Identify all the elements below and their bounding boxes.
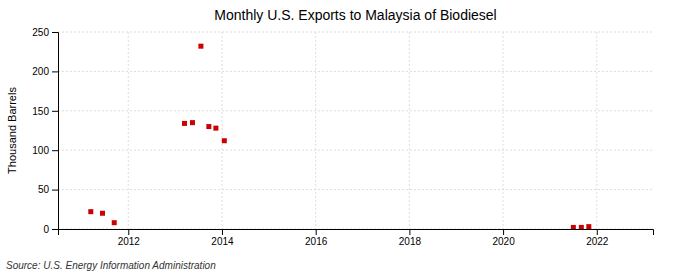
grid-line-y [58, 110, 653, 111]
tick-label: 0 [43, 224, 49, 235]
tick-label: 150 [32, 106, 49, 117]
tick-mark [222, 229, 223, 235]
tick: 2014 [211, 229, 234, 247]
grid-line-y [58, 189, 653, 190]
tick-mark [52, 111, 58, 112]
grid-line-x [503, 32, 504, 229]
point [100, 211, 105, 216]
point [88, 209, 93, 214]
tick: 150 [32, 106, 58, 117]
tick: 200 [32, 66, 58, 77]
tick-mark [52, 229, 58, 230]
tick-label: 2012 [118, 236, 141, 247]
point [222, 138, 227, 143]
grid-line-y [58, 150, 653, 151]
title: Monthly U.S. Exports to Malaysia of Biod… [214, 7, 496, 23]
tick-mark [316, 229, 317, 235]
tick-mark [128, 229, 129, 235]
tick: 250 [32, 27, 58, 38]
point [206, 124, 211, 129]
tick-mark [52, 190, 58, 191]
point [190, 120, 195, 125]
tick-label: 2022 [586, 236, 609, 247]
tick-mark [52, 150, 58, 151]
tick-label: 2014 [211, 236, 234, 247]
grid-line-x [128, 32, 129, 229]
grid-line-y [58, 32, 653, 33]
grid-line-x [596, 32, 597, 229]
tick-label: 2020 [492, 236, 515, 247]
grid-line-x [221, 32, 222, 229]
tick-label: 250 [32, 27, 49, 38]
tick: 2022 [586, 229, 609, 247]
grid-line-x [409, 32, 410, 229]
tick-label: 50 [38, 184, 50, 195]
grid [58, 32, 653, 229]
tick: 0 [43, 224, 58, 235]
tick-mark [597, 229, 598, 235]
source: Source: U.S. Energy Information Administ… [6, 260, 216, 271]
point [182, 121, 187, 126]
tick-mark [52, 32, 58, 33]
point [112, 220, 117, 225]
tick: 2020 [492, 229, 515, 247]
tick-label: 2016 [305, 236, 328, 247]
axis-line [59, 230, 654, 236]
tick-label: 200 [32, 66, 49, 77]
y-axis-label: Thousand Barrels [6, 87, 18, 174]
points [88, 44, 591, 229]
point [213, 126, 218, 131]
tick: 50 [38, 184, 58, 195]
grid-line-x [315, 32, 316, 229]
grid-line-y [58, 71, 653, 72]
tick: 100 [32, 145, 58, 156]
plot-area: 2012 2014 2016 2018 2020 2022 0 50 100 150 200 250 [32, 27, 653, 247]
tick-mark [409, 229, 410, 235]
tick-mark [503, 229, 504, 235]
tick-label: 100 [32, 145, 49, 156]
point [198, 44, 203, 49]
tick: 2018 [399, 229, 422, 247]
chart: 2012 2014 2016 2018 2020 2022 0 50 100 150 200 250 M… [0, 0, 675, 275]
axis-line [52, 33, 59, 230]
tick-label: 2018 [399, 236, 422, 247]
point [586, 224, 591, 229]
tick-mark [52, 71, 58, 72]
tick: 2016 [305, 229, 328, 247]
x-axis: 2012 2014 2016 2018 2020 2022 [59, 229, 654, 247]
point [571, 225, 576, 229]
tick: 2012 [118, 229, 141, 247]
y-axis: 0 50 100 150 200 250 [32, 27, 58, 235]
point [579, 225, 584, 229]
